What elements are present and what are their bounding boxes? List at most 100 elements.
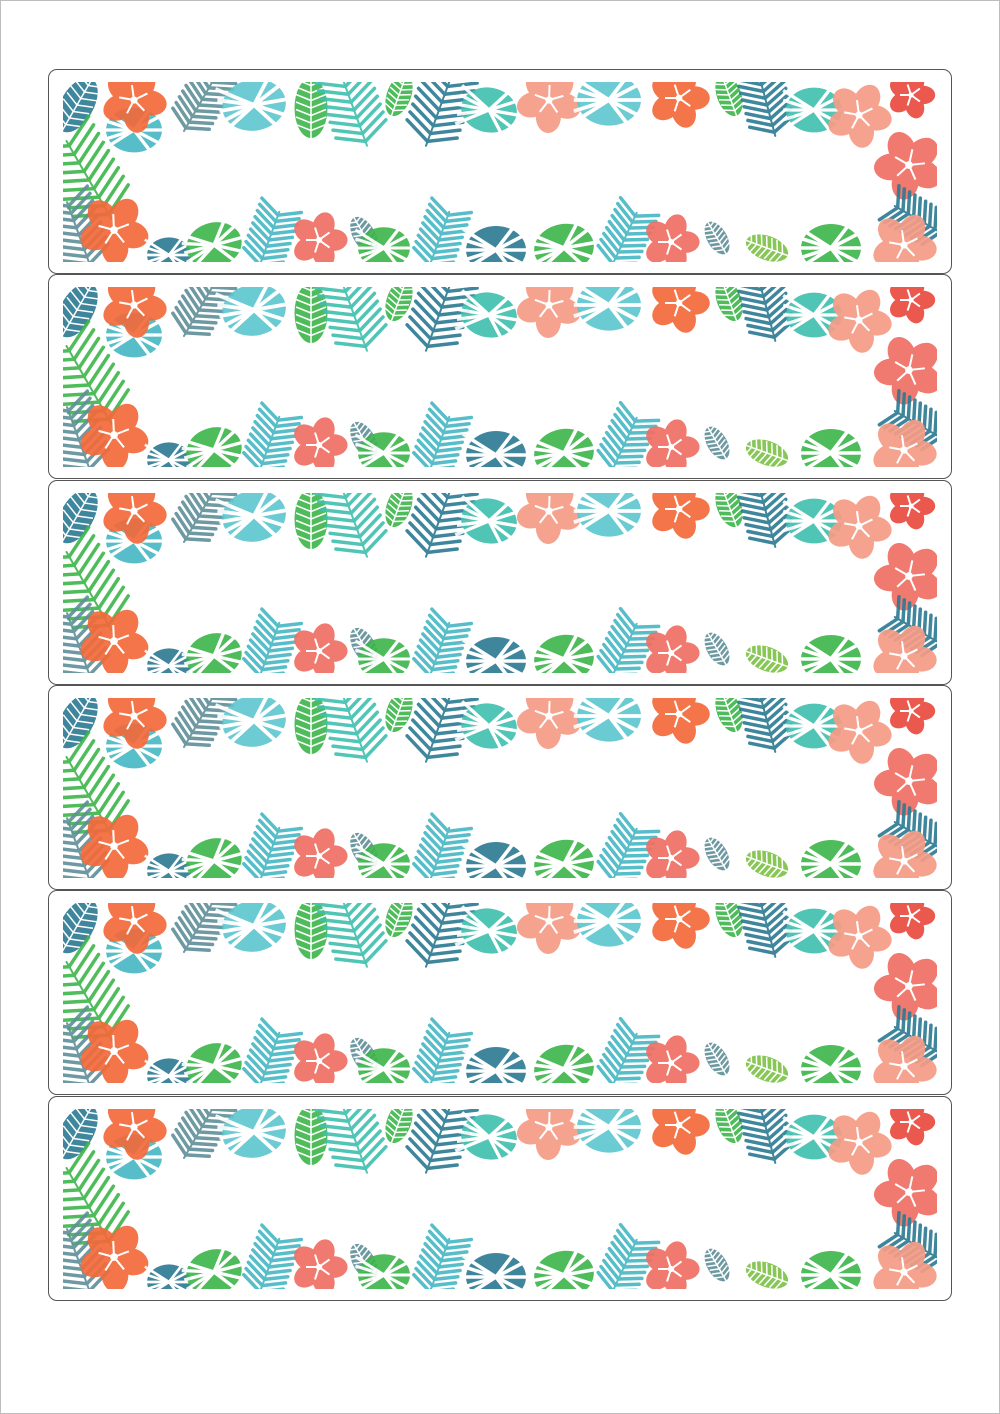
hibiscus-icon bbox=[103, 82, 167, 133]
palm-frond-icon bbox=[412, 1222, 474, 1289]
leaf-icon bbox=[700, 423, 731, 460]
hibiscus-icon bbox=[828, 1111, 892, 1175]
hibiscus-icon bbox=[294, 622, 348, 673]
leaf-icon bbox=[700, 1244, 731, 1281]
name-label[interactable] bbox=[48, 684, 952, 890]
palm-frond-icon bbox=[596, 401, 661, 468]
hibiscus-icon bbox=[646, 419, 700, 468]
monstera-leaf-icon bbox=[214, 287, 290, 340]
monstera-leaf-icon bbox=[178, 1031, 246, 1084]
palm-frond-icon bbox=[242, 606, 304, 673]
palm-frond-icon bbox=[242, 401, 304, 468]
palm-frond-icon bbox=[314, 82, 388, 147]
monstera-leaf-icon bbox=[214, 492, 290, 546]
leaf-icon bbox=[63, 492, 105, 543]
monstera-leaf-icon bbox=[527, 1033, 598, 1084]
palm-frond-icon bbox=[412, 606, 474, 673]
hibiscus-icon bbox=[828, 84, 892, 148]
hibiscus-icon bbox=[646, 1035, 700, 1084]
leaf-icon bbox=[700, 834, 731, 871]
hibiscus-icon bbox=[873, 131, 937, 200]
hibiscus-icon bbox=[80, 198, 149, 262]
palm-frond-icon bbox=[735, 697, 795, 753]
monstera-leaf-icon bbox=[462, 1244, 529, 1289]
monstera-leaf-icon bbox=[454, 700, 521, 760]
hibiscus-icon bbox=[890, 1108, 936, 1145]
monstera-leaf-icon bbox=[462, 423, 529, 468]
hibiscus-icon bbox=[890, 287, 936, 324]
leaf-icon bbox=[713, 903, 744, 938]
monstera-leaf-icon bbox=[178, 415, 246, 468]
name-label[interactable] bbox=[48, 274, 952, 480]
monstera-leaf-icon bbox=[462, 1039, 529, 1084]
monstera-leaf-icon bbox=[354, 1041, 413, 1084]
name-label[interactable] bbox=[48, 69, 952, 274]
name-label[interactable] bbox=[48, 890, 952, 1096]
palm-frond-icon bbox=[242, 812, 304, 878]
hibiscus-icon bbox=[80, 1019, 149, 1084]
leaf-icon bbox=[700, 1039, 731, 1076]
hibiscus-icon bbox=[828, 495, 892, 559]
leaf-icon bbox=[63, 1108, 105, 1159]
palm-frond-icon bbox=[412, 812, 474, 878]
palm-frond-icon bbox=[63, 730, 130, 836]
leaf-icon bbox=[713, 287, 744, 322]
hibiscus-icon bbox=[828, 905, 892, 969]
leaf-icon bbox=[63, 287, 105, 338]
monstera-leaf-icon bbox=[462, 217, 529, 262]
monstera-leaf-icon bbox=[572, 287, 645, 340]
hibiscus-icon bbox=[294, 212, 348, 262]
name-label[interactable] bbox=[48, 1095, 952, 1301]
monstera-leaf-icon bbox=[462, 833, 529, 878]
hibiscus-icon bbox=[103, 697, 167, 749]
monstera-leaf-icon bbox=[354, 1246, 413, 1289]
leaf-icon bbox=[743, 641, 789, 673]
leaf-icon bbox=[743, 435, 789, 468]
palm-frond-icon bbox=[171, 903, 238, 954]
hibiscus-icon bbox=[873, 625, 937, 673]
leaf-icon bbox=[700, 218, 731, 255]
hibiscus-icon bbox=[828, 289, 892, 354]
hibiscus-icon bbox=[516, 492, 581, 544]
monstera-leaf-icon bbox=[214, 82, 290, 135]
tropical-border bbox=[63, 287, 937, 468]
leaf-icon bbox=[743, 230, 789, 262]
hibiscus-icon bbox=[80, 609, 149, 673]
hibiscus-icon bbox=[890, 903, 936, 940]
hibiscus-icon bbox=[294, 1238, 348, 1289]
hibiscus-icon bbox=[873, 1035, 937, 1084]
leaf-icon bbox=[713, 492, 744, 527]
hibiscus-icon bbox=[646, 214, 700, 262]
palm-frond-icon bbox=[314, 287, 388, 353]
monstera-leaf-icon bbox=[462, 628, 529, 673]
monstera-leaf-icon bbox=[214, 697, 290, 751]
hibiscus-icon bbox=[103, 492, 167, 544]
hibiscus-icon bbox=[103, 903, 167, 954]
tropical-border bbox=[63, 1108, 937, 1289]
leaf-icon bbox=[743, 1256, 789, 1289]
leaf-icon bbox=[384, 903, 415, 938]
hibiscus-icon bbox=[652, 1108, 710, 1155]
hibiscus-icon bbox=[890, 492, 936, 529]
monstera-leaf-icon bbox=[454, 905, 521, 965]
hibiscus-icon bbox=[294, 417, 348, 468]
hibiscus-icon bbox=[828, 700, 892, 764]
monstera-leaf-icon bbox=[527, 1238, 598, 1289]
monstera-leaf-icon bbox=[144, 642, 194, 673]
hibiscus-icon bbox=[873, 830, 937, 878]
tropical-border bbox=[63, 903, 937, 1084]
name-label[interactable] bbox=[48, 479, 952, 685]
palm-frond-icon bbox=[412, 401, 474, 468]
palm-frond-icon bbox=[596, 811, 661, 878]
palm-frond-icon bbox=[596, 195, 661, 262]
palm-frond-icon bbox=[735, 903, 795, 959]
monstera-leaf-icon bbox=[354, 425, 413, 468]
monstera-leaf-icon bbox=[527, 828, 598, 878]
palm-frond-icon bbox=[735, 1108, 795, 1164]
hibiscus-icon bbox=[294, 828, 348, 878]
hibiscus-icon bbox=[652, 903, 710, 949]
palm-frond-icon bbox=[314, 1108, 388, 1174]
palm-frond-icon bbox=[171, 287, 238, 338]
hibiscus-icon bbox=[516, 1108, 581, 1160]
